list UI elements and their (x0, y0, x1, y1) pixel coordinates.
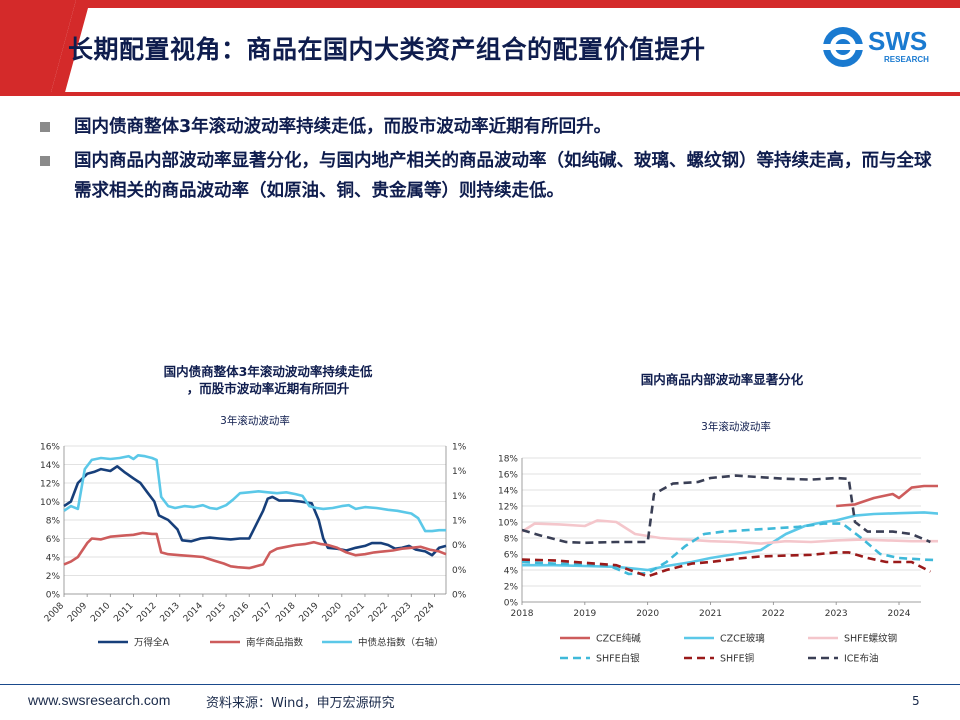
legend-label: SHFE白银 (596, 653, 640, 665)
chart-commodity-volatility-divergence: 国内商品内部波动率显著分化 3年滚动波动率 0% 2% 4% 6% 8% 10% 12% 14… (498, 372, 938, 665)
y-tick-label: 18% (498, 455, 518, 465)
legend-label: 南华商品指数 (246, 637, 304, 649)
page-title: 长期配置视角：商品在国内大类资产组合的配置价值提升 (68, 35, 706, 64)
x-tick-label: 2017 (251, 601, 274, 624)
y-tick-label: 0% (46, 591, 61, 601)
sws-logo: SWS RESEARCH (822, 26, 940, 70)
footer-divider (0, 684, 960, 685)
x-tick-label: 2009 (66, 601, 89, 624)
bullet-item: 国内债商整体3年滚动波动率持续走低，而股市波动率近期有所回升。 (36, 112, 936, 142)
series-line (521, 522, 938, 576)
legend-label: SHFE螺纹钢 (844, 633, 897, 645)
x-tick-label: 2013 (159, 601, 182, 624)
legend-label: 中债总指数（右轴） (358, 637, 444, 649)
x-tick-label: 2010 (89, 601, 112, 624)
y-right-tick-label: 0% (452, 541, 467, 551)
series-line (63, 454, 446, 533)
x-tick-label: 2012 (135, 601, 158, 624)
bullet-text: 国内商品内部波动率显著分化，与国内地产相关的商品波动率（如纯碱、玻璃、螺纹钢）等… (74, 151, 932, 201)
footer-source: 资料来源：Wind，申万宏源研究 (206, 696, 395, 711)
bullet-item: 国内商品内部波动率显著分化，与国内地产相关的商品波动率（如纯碱、玻璃、螺纹钢）等… (36, 146, 936, 206)
chart-volatility-bond-commodity-equity: 国内债商整体3年滚动波动率持续走低，而股市波动率近期有所回升 3年滚动波动率 0… (40, 364, 467, 649)
y-tick-label: 0% (504, 599, 519, 609)
y-tick-label: 2% (46, 572, 61, 582)
chart-title: 国内债商整体3年滚动波动率持续走低，而股市波动率近期有所回升 (164, 364, 373, 396)
x-tick-label: 2008 (43, 601, 66, 624)
series-line (521, 474, 931, 545)
footer-website-link[interactable]: www.swsresearch.com (28, 692, 171, 708)
y-tick-label: 4% (46, 554, 61, 564)
x-tick-label: 2015 (205, 601, 228, 624)
logo-mark-icon (822, 27, 864, 67)
y-right-tick-label: 1% (452, 492, 467, 502)
series-line (521, 551, 931, 578)
x-tick-label: 2023 (825, 609, 848, 619)
x-tick-label: 2018 (511, 609, 534, 619)
y-tick-label: 14% (498, 487, 518, 497)
series-line (63, 465, 447, 557)
bullet-square-icon (40, 156, 50, 166)
x-tick-label: 2018 (274, 601, 297, 624)
series-line (521, 519, 938, 545)
legend-label: SHFE铜 (720, 653, 754, 665)
y-tick-label: 12% (498, 503, 518, 513)
x-tick-label: 2020 (321, 601, 344, 624)
legend-label: ICE布油 (844, 653, 878, 665)
bullet-text: 国内债商整体3年滚动波动率持续走低，而股市波动率近期有所回升。 (74, 117, 612, 137)
y-tick-label: 14% (40, 461, 60, 471)
legend-label: CZCE纯碱 (596, 633, 641, 645)
series-line (522, 511, 938, 572)
legend-label: 万得全A (134, 637, 170, 649)
x-tick-label: 2021 (699, 609, 722, 619)
x-tick-label: 2022 (367, 601, 390, 624)
bullet-list: 国内债商整体3年滚动波动率持续走低，而股市波动率近期有所回升。 国内商品内部波动… (36, 112, 936, 210)
x-tick-label: 2016 (228, 601, 251, 624)
x-tick-label: 2023 (390, 601, 413, 624)
x-tick-label: 2020 (636, 609, 659, 619)
logo-text: SWS (868, 26, 928, 56)
legend-label: CZCE玻璃 (720, 633, 765, 645)
logo-subtext: RESEARCH (884, 55, 929, 64)
x-tick-label: 2021 (344, 601, 367, 624)
x-tick-label: 2019 (573, 609, 596, 619)
y-tick-label: 6% (504, 551, 519, 561)
y-right-tick-label: 1% (452, 443, 467, 453)
y-right-tick-label: 1% (452, 517, 467, 527)
x-tick-label: 2024 (413, 601, 436, 624)
chart-subtitle: 3年滚动波动率 (701, 420, 771, 433)
series-line (63, 531, 447, 570)
y-right-tick-label: 0% (452, 566, 467, 576)
x-tick-label: 2022 (762, 609, 785, 619)
y-tick-label: 8% (504, 535, 519, 545)
y-tick-label: 6% (46, 535, 61, 545)
y-tick-label: 4% (504, 567, 519, 577)
series-line (836, 484, 938, 508)
x-tick-label: 2024 (888, 609, 911, 619)
x-tick-label: 2014 (182, 601, 205, 624)
x-tick-label: 2011 (112, 601, 135, 624)
y-right-tick-label: 0% (452, 591, 467, 601)
y-tick-label: 12% (40, 480, 60, 490)
y-tick-label: 16% (40, 443, 60, 453)
page-number: 5 (912, 694, 920, 708)
bullet-square-icon (40, 122, 50, 132)
x-tick-label: 2019 (298, 601, 321, 624)
header-band (0, 0, 960, 96)
y-tick-label: 10% (498, 519, 518, 529)
chart-title: 国内商品内部波动率显著分化 (641, 372, 804, 387)
y-right-tick-label: 1% (452, 467, 467, 477)
y-tick-label: 8% (46, 517, 61, 527)
y-tick-label: 10% (40, 498, 60, 508)
y-tick-label: 16% (498, 471, 518, 481)
chart-subtitle: 3年滚动波动率 (220, 414, 290, 427)
y-tick-label: 2% (504, 583, 519, 593)
